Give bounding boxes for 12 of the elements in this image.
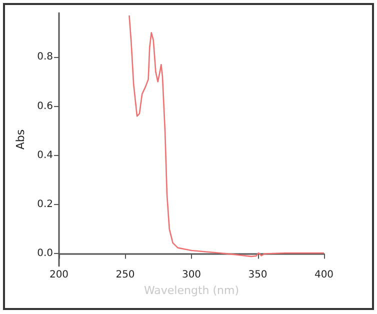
y-tick-label: 0.8 (37, 52, 53, 63)
x-tick-label: 250 (116, 270, 135, 280)
y-tick-label: 0.4 (37, 150, 53, 161)
line-series (128, 14, 325, 258)
x-tick-label: 200 (49, 270, 69, 280)
x-tick-label: 300 (182, 270, 202, 280)
x-tick-label: 400 (314, 270, 334, 280)
y-tick-label: 0.0 (37, 248, 53, 260)
y-axis-title: Abs (14, 129, 28, 150)
x-tick-label: 350 (248, 270, 268, 280)
y-tick-label: 0.2 (37, 199, 53, 210)
y-tick-label: 0.6 (37, 100, 53, 112)
